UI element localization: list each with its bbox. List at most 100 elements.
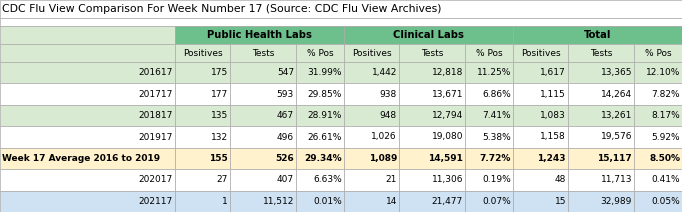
Bar — [399, 126, 465, 148]
Bar — [513, 191, 568, 212]
Text: 175: 175 — [211, 68, 228, 77]
Text: Public Health Labs: Public Health Labs — [207, 30, 312, 40]
Bar — [296, 62, 344, 84]
Bar — [344, 44, 399, 62]
Text: 13,671: 13,671 — [432, 90, 463, 99]
Text: 1,442: 1,442 — [372, 68, 397, 77]
Bar — [399, 105, 465, 126]
Bar — [0, 26, 175, 44]
Text: 202117: 202117 — [138, 197, 173, 206]
Text: 7.82%: 7.82% — [651, 90, 680, 99]
Text: 7.41%: 7.41% — [482, 111, 511, 120]
Bar — [0, 148, 175, 169]
Bar — [296, 126, 344, 148]
Bar — [175, 169, 230, 191]
Bar — [230, 169, 296, 191]
Text: 12,794: 12,794 — [432, 111, 463, 120]
Text: 11.25%: 11.25% — [477, 68, 511, 77]
Bar — [344, 191, 399, 212]
Bar — [399, 169, 465, 191]
Text: 6.63%: 6.63% — [313, 175, 342, 184]
Text: 28.91%: 28.91% — [308, 111, 342, 120]
Bar — [0, 44, 175, 62]
Bar — [344, 26, 513, 44]
Text: 1,083: 1,083 — [540, 111, 566, 120]
Text: 132: 132 — [211, 132, 228, 141]
Text: 938: 938 — [380, 90, 397, 99]
Text: 11,512: 11,512 — [263, 197, 294, 206]
Bar — [344, 148, 399, 169]
Text: 135: 135 — [211, 111, 228, 120]
Text: Positives: Positives — [352, 49, 391, 57]
Bar — [568, 169, 634, 191]
Bar — [568, 105, 634, 126]
Text: 11,306: 11,306 — [432, 175, 463, 184]
Bar — [634, 191, 682, 212]
Text: 21,477: 21,477 — [432, 197, 463, 206]
Bar — [175, 26, 344, 44]
Text: 1,026: 1,026 — [372, 132, 397, 141]
Bar — [230, 44, 296, 62]
Bar — [230, 148, 296, 169]
Bar — [230, 105, 296, 126]
Text: Tests: Tests — [421, 49, 443, 57]
Text: 0.05%: 0.05% — [651, 197, 680, 206]
Text: 6.86%: 6.86% — [482, 90, 511, 99]
Text: 201917: 201917 — [138, 132, 173, 141]
Bar — [175, 105, 230, 126]
Bar — [175, 126, 230, 148]
Bar — [296, 148, 344, 169]
Text: 155: 155 — [209, 154, 228, 163]
Text: 0.41%: 0.41% — [651, 175, 680, 184]
Text: 1,158: 1,158 — [540, 132, 566, 141]
Text: 177: 177 — [211, 90, 228, 99]
Bar — [296, 191, 344, 212]
Bar — [0, 18, 682, 26]
Text: 29.85%: 29.85% — [308, 90, 342, 99]
Bar — [296, 105, 344, 126]
Bar — [0, 169, 175, 191]
Text: 15,117: 15,117 — [597, 154, 632, 163]
Text: 27: 27 — [217, 175, 228, 184]
Text: 19,080: 19,080 — [432, 132, 463, 141]
Bar — [399, 62, 465, 84]
Bar — [513, 126, 568, 148]
Bar — [399, 148, 465, 169]
Bar — [399, 191, 465, 212]
Bar — [296, 169, 344, 191]
Bar — [634, 84, 682, 105]
Text: 0.07%: 0.07% — [482, 197, 511, 206]
Text: 1,089: 1,089 — [369, 154, 397, 163]
Text: Positives: Positives — [520, 49, 561, 57]
Bar — [465, 62, 513, 84]
Bar — [465, 126, 513, 148]
Bar — [0, 84, 175, 105]
Text: 948: 948 — [380, 111, 397, 120]
Text: 1: 1 — [222, 197, 228, 206]
Text: 14,264: 14,264 — [601, 90, 632, 99]
Text: 15: 15 — [554, 197, 566, 206]
Bar — [0, 0, 682, 18]
Text: 201717: 201717 — [138, 90, 173, 99]
Bar — [465, 191, 513, 212]
Text: 5.38%: 5.38% — [482, 132, 511, 141]
Bar — [568, 148, 634, 169]
Bar — [634, 169, 682, 191]
Text: 13,365: 13,365 — [600, 68, 632, 77]
Text: Tests: Tests — [252, 49, 274, 57]
Text: 26.61%: 26.61% — [308, 132, 342, 141]
Bar — [296, 44, 344, 62]
Text: % Pos: % Pos — [307, 49, 333, 57]
Bar — [634, 105, 682, 126]
Bar — [230, 126, 296, 148]
Text: 202017: 202017 — [138, 175, 173, 184]
Text: 12.10%: 12.10% — [646, 68, 680, 77]
Bar — [634, 148, 682, 169]
Bar — [465, 105, 513, 126]
Text: Week 17 Average 2016 to 2019: Week 17 Average 2016 to 2019 — [2, 154, 160, 163]
Bar — [0, 105, 175, 126]
Text: 7.72%: 7.72% — [479, 154, 511, 163]
Bar — [175, 62, 230, 84]
Text: 14: 14 — [385, 197, 397, 206]
Text: 14,591: 14,591 — [428, 154, 463, 163]
